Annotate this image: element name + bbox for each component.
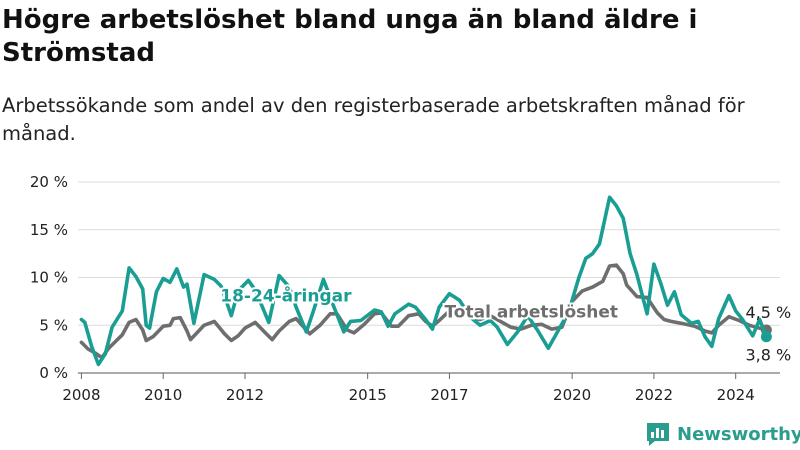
x-tick-label: 2020 xyxy=(553,386,591,404)
x-tick-label: 2012 xyxy=(226,386,264,404)
x-tick-label: 2010 xyxy=(144,386,182,404)
y-tick-label: 0 % xyxy=(39,364,68,382)
y-tick-label: 5 % xyxy=(39,316,68,334)
page-subtitle: Arbetssökande som andel av den registerb… xyxy=(2,94,745,145)
x-tick-label: 2024 xyxy=(717,386,755,404)
bar-chart-logo-icon xyxy=(647,423,669,446)
x-tick-label: 2015 xyxy=(349,386,387,404)
series-lines xyxy=(79,195,772,367)
end-value-label: 4,5 % xyxy=(746,303,792,322)
series-line-youth xyxy=(79,195,769,367)
y-axis: 0 % 5 % 10 % 15 % 20 % xyxy=(30,173,68,382)
y-tick-label: 15 % xyxy=(30,221,68,239)
series-annotation: Total arbetslöshet xyxy=(444,303,618,323)
y-tick-label: 20 % xyxy=(30,173,68,191)
x-axis: 2008 2010 2012 2015 2017 2020 2022 2024 xyxy=(62,373,755,404)
annotations: 18-24-åringar Total arbetslöshet xyxy=(218,282,620,324)
series-end-dot xyxy=(760,331,772,343)
brand-logo: Newsworthy xyxy=(645,419,800,449)
x-tick-label: 2017 xyxy=(430,386,468,404)
x-tick-label: 2022 xyxy=(635,386,673,404)
y-tick-label: 10 % xyxy=(30,269,68,287)
end-value-label: 3,8 % xyxy=(746,346,792,365)
x-tick-label: 2008 xyxy=(62,386,100,404)
series-annotation: 18-24-åringar xyxy=(220,284,352,306)
page-title: Högre arbetslöshet bland unga än bland ä… xyxy=(2,5,698,68)
end-labels: 4,5 % 3,8 % xyxy=(746,303,792,365)
series-line-total xyxy=(79,263,769,360)
brand-name: Newsworthy xyxy=(677,423,800,445)
gridlines xyxy=(78,181,780,374)
